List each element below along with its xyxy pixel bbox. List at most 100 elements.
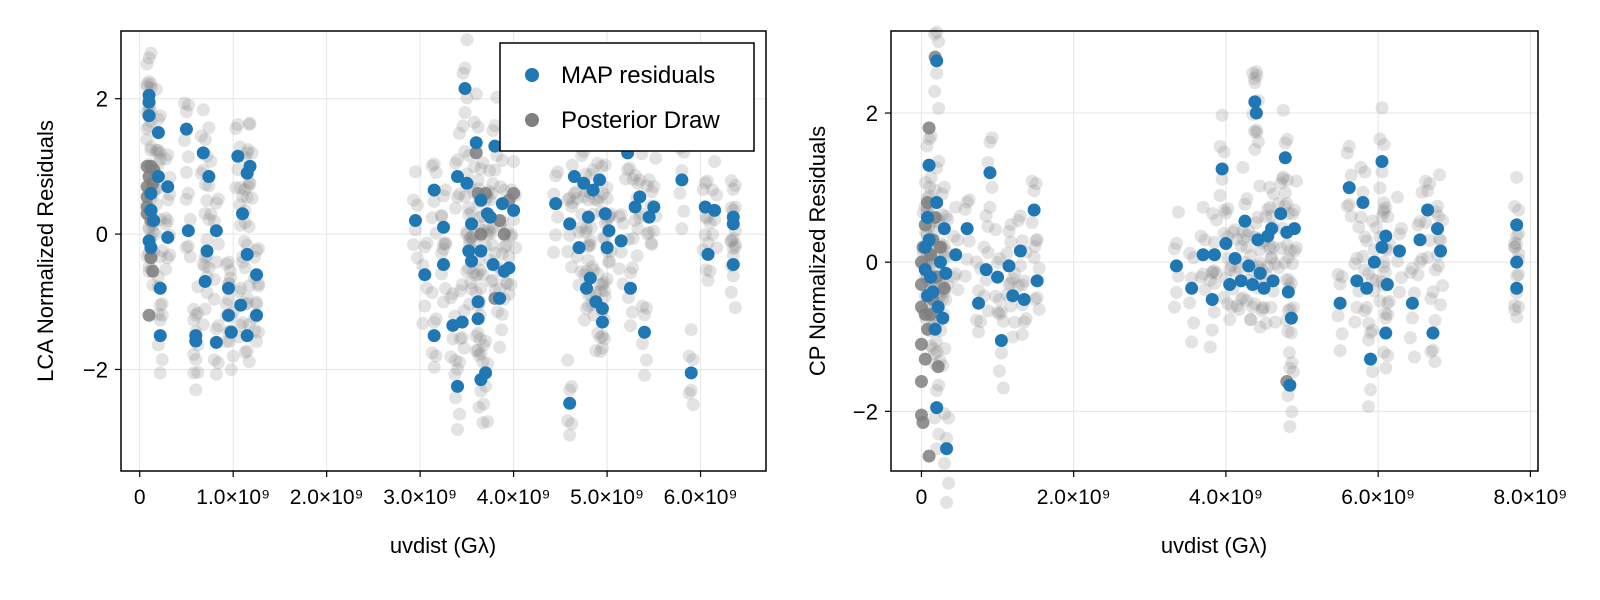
lca-posterior-point [507,186,521,200]
lca-posterior-point [495,247,509,261]
cp-posterior-point [1213,188,1227,202]
cp-y-tick-label: 2 [866,101,878,126]
cp-posterior-point [949,200,963,214]
cp-map-point [1287,222,1301,236]
lca-posterior-point [619,172,633,186]
lca-posterior-point [464,231,478,245]
cp-posterior-point [1230,232,1244,246]
cp-posterior-point [1356,185,1370,199]
lca-posterior-point [635,299,649,313]
lca-posterior-point [595,277,609,291]
cp-posterior-point [1421,250,1435,264]
lca-posterior-point [479,334,493,348]
cp-map-point [972,296,986,310]
lca-posterior-point [621,163,635,177]
lca-posterior-point [728,301,742,315]
lca-map-point [474,244,488,258]
cp-posterior-point [1436,279,1450,293]
cp-posterior-point [1279,273,1293,287]
lca-posterior-point [183,212,197,226]
cp-posterior-point [1377,345,1391,359]
lca-posterior-point [574,220,588,234]
lca-posterior-point [563,428,577,442]
lca-posterior-point [144,143,158,157]
cp-posterior-point [1169,285,1183,299]
lca-posterior-point [495,153,509,167]
lca-x-tick-labels: 0 1.0×10⁹ 2.0×10⁹ 3.0×10⁹ 4.0×10⁹ 5.0×10⁹ 6.0×… [134,471,737,509]
cp-posterior-point [1433,232,1447,246]
lca-x-tick-label: 1.0×10⁹ [196,486,270,509]
cp-map-point [1208,248,1221,262]
lca-posterior-point [226,349,240,363]
cp-posterior-point [1434,298,1448,312]
cp-posterior-point [914,375,928,389]
cp-map-point [1278,151,1292,165]
lca-posterior-point [642,173,656,187]
lca-posterior-point [563,228,577,242]
lca-posterior-point [151,143,165,157]
cp-posterior-point [1210,266,1223,280]
lca-posterior-point [584,221,598,235]
cp-posterior-point [1213,139,1227,153]
cp-posterior-point [1196,200,1210,214]
lca-posterior-point [578,313,592,327]
lca-posterior-point [469,146,483,160]
cp-posterior-point [1366,323,1380,337]
cp-posterior-point [1428,355,1442,369]
lca-posterior-point [435,209,448,223]
cp-posterior-point [1423,176,1437,190]
lca-map-point [147,214,161,228]
cp-map-point [1251,233,1265,247]
lca-posterior-point [724,234,738,248]
cp-posterior-point [1183,296,1197,310]
lca-posterior-point [701,273,715,287]
lca-posterior-point [633,210,647,224]
lca-posterior-point [234,218,248,232]
lca-x-tick-label: 5.0×10⁹ [570,486,644,509]
lca-posterior-point [207,353,221,367]
lca-map-point [240,247,254,261]
lca-x-tick-label: 2.0×10⁹ [290,486,364,509]
lca-map-point [408,214,422,228]
lca-posterior-point [234,181,248,195]
cp-posterior-point [1006,272,1020,286]
lca-map-point [196,146,210,160]
lca-posterior-point [563,383,577,397]
cp-posterior-point [1428,314,1442,328]
lca-posterior-point [179,192,193,206]
lca-posterior-point [161,193,175,207]
lca-posterior-point [649,151,663,165]
cp-posterior-point [1261,203,1275,217]
lca-map-point [455,315,469,329]
lca-posterior-point [241,143,255,157]
cp-posterior-point [931,360,945,374]
lca-posterior-point [625,261,639,275]
cp-posterior-point [947,229,961,243]
cp-posterior-point [1407,350,1421,364]
cp-posterior-point [1403,331,1417,345]
lca-map-point [144,203,158,217]
cp-posterior-point [1360,234,1374,248]
cp-posterior-point [1390,190,1404,204]
lca-posterior-point [499,238,513,252]
cp-posterior-point [1017,274,1031,288]
lca-posterior-point [639,301,653,315]
lca-posterior-point [547,245,561,259]
cp-posterior-point [926,342,940,356]
cp-posterior-point [1244,249,1258,263]
lca-posterior-point [425,285,439,299]
cp-posterior-point [1167,242,1181,256]
lca-posterior-point [581,253,595,267]
cp-posterior-point [922,121,936,135]
lca-posterior-point [595,329,609,343]
cp-posterior-point [1027,184,1041,198]
cp-posterior-point [920,139,934,153]
cp-map-point [940,442,954,456]
lca-posterior-point [593,330,607,344]
cp-posterior-point [1244,313,1258,327]
lca-map-point [633,190,647,204]
cp-map-point [930,196,944,210]
cp-posterior-point [939,209,953,223]
cp-map-point [1006,289,1020,303]
cp-posterior-point [1029,234,1043,248]
